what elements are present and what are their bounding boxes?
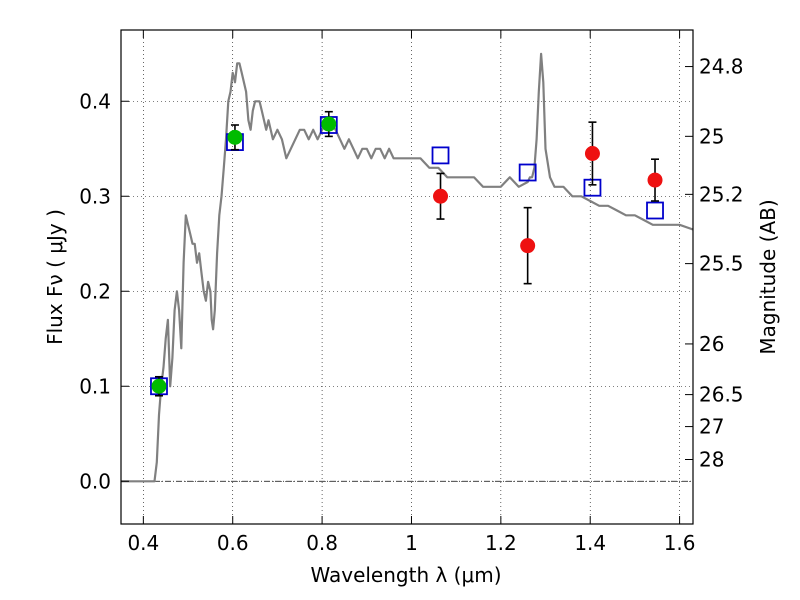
- y2-tick-label: 24.8: [699, 55, 744, 79]
- x-tick-label: 1.2: [485, 531, 517, 555]
- y2-axis-label: Magnitude (AB): [756, 199, 780, 354]
- y2-tick-label: 28: [699, 447, 724, 471]
- x-tick-label: 1.6: [664, 531, 696, 555]
- plot-frame: [120, 29, 694, 525]
- y2-tick-label: 25.2: [699, 182, 744, 206]
- model-flux-square: [431, 146, 450, 165]
- x-axis-label: Wavelength λ (μm): [310, 563, 501, 587]
- x-tick-label: 0.8: [306, 531, 338, 555]
- y2-tick-label: 25.5: [699, 252, 744, 276]
- y2-tick-label: 27: [699, 415, 724, 439]
- y-tick-label: 0.0: [79, 469, 111, 493]
- axis-ticks: 0.4 0.6 0.8 1 1.2 1.4 1.6 0.0 0.1 0.2 0.3 0.4 24.8 25…: [79, 30, 744, 555]
- y-tick-label: 0.2: [79, 279, 111, 303]
- observed-flux-point: [584, 146, 600, 161]
- observed-flux-point: [227, 129, 243, 145]
- x-tick-label: 0.6: [217, 531, 249, 555]
- sed-model-line: [121, 52, 693, 483]
- x-tick-label: 0.4: [127, 531, 159, 555]
- y-tick-label: 0.1: [79, 374, 111, 398]
- model-flux-square: [646, 201, 664, 220]
- observed-flux-point: [321, 116, 337, 132]
- plot-background: [121, 30, 693, 524]
- observed-flux-point: [520, 238, 536, 254]
- x-tick-label: 1: [405, 531, 418, 555]
- observed-flux-point: [151, 378, 167, 394]
- observed-flux-point: [647, 172, 663, 188]
- observed-flux-point: [433, 188, 449, 204]
- y-tick-label: 0.4: [79, 89, 111, 113]
- data-marks: [121, 52, 693, 483]
- y2-tick-label: 25: [699, 124, 724, 148]
- model-flux-square: [518, 163, 537, 182]
- y2-tick-label: 26.5: [699, 383, 744, 407]
- x-tick-label: 1.4: [574, 531, 606, 555]
- y-tick-label: 0.3: [79, 184, 111, 208]
- y-axis-label: Flux Fν ( μJy ): [43, 209, 67, 345]
- y2-tick-label: 26: [699, 332, 724, 356]
